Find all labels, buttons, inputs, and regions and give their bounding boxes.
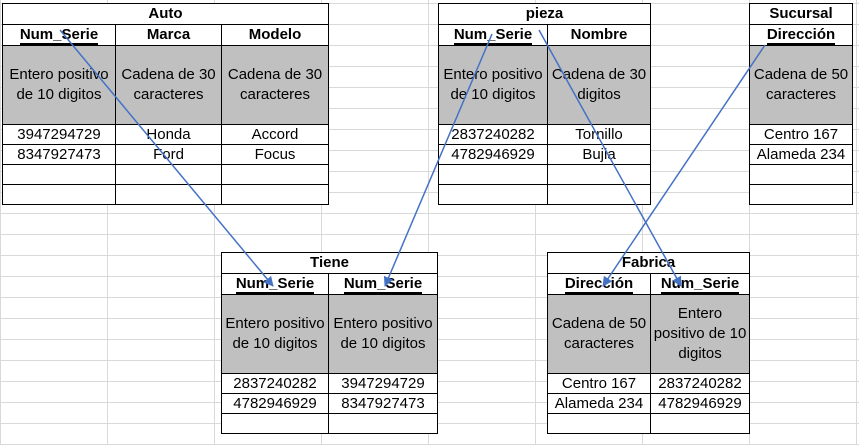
empty-cell [438,184,548,205]
empty-cell [749,164,853,185]
table-cell: 4782946929 [438,144,548,165]
empty-cell [115,164,222,185]
table-cell: 4782946929 [221,393,329,414]
table-pieza: pieza Num_Serie Nombre Entero positivo d… [437,3,652,205]
table-row [547,413,751,434]
column-header: Modelo [221,24,329,46]
table-row: Alameda 234 [749,144,853,165]
table-row: Centro 167 2837240282 [547,373,751,394]
table-cell: 3947294729 [328,373,438,394]
empty-cell [749,184,853,205]
table-cell: Tornillo [546,124,652,145]
table-title: Auto [2,3,329,25]
empty-cell [547,413,651,434]
type-cell: Cadena de 30 caracteres [221,45,329,125]
table-row: 2837240282 Tornillo [438,124,652,145]
table-title: Sucursal [749,3,853,25]
empty-cell [2,164,116,185]
column-header: Num_Serie [2,24,116,46]
empty-cell [546,164,652,185]
table-row: 2837240282 3947294729 [221,373,438,394]
table-row: Alameda 234 4782946929 [547,393,751,414]
column-header: Num_Serie [328,273,438,295]
table-cell: 2837240282 [438,124,548,145]
table-row [438,164,652,185]
table-row: 3947294729 Honda Accord [2,124,329,145]
table-cell: Accord [221,124,329,145]
empty-cell [221,164,329,185]
table-auto: Auto Num_Serie Marca Modelo Entero posit… [2,3,329,205]
table-cell: Honda [115,124,222,145]
table-cell: 2837240282 [221,373,329,394]
table-cell: Alameda 234 [547,393,651,414]
type-cell: Entero positivo de 10 digitos [649,294,751,374]
empty-cell [328,413,438,434]
column-header: Num_Serie [221,273,329,295]
empty-cell [649,413,751,434]
table-cell: Centro 167 [547,373,651,394]
empty-cell [2,184,116,205]
table-cell: 2837240282 [649,373,751,394]
table-fabrica: Fabrica Dirección Num_Serie Cadena de 50… [546,252,751,434]
table-cell: 3947294729 [2,124,116,145]
table-row: 4782946929 8347927473 [221,393,438,414]
table-row [2,184,329,205]
table-cell: Alameda 234 [749,144,853,165]
empty-cell [221,184,329,205]
type-cell: Entero positivo de 10 digitos [438,45,548,125]
table-row [2,164,329,185]
type-cell: Entero positivo de 10 digitos [2,45,116,125]
type-cell: Cadena de 30 caracteres [115,45,222,125]
empty-cell [438,164,548,185]
table-cell: 8347927473 [2,144,116,165]
empty-cell [546,184,652,205]
column-header: Dirección [547,273,651,295]
empty-cell [221,413,329,434]
table-cell: Bujia [546,144,652,165]
type-cell: Entero positivo de 10 digitos [221,294,329,374]
table-row [749,184,853,205]
empty-cell [115,184,222,205]
table-row: 8347927473 Ford Focus [2,144,329,165]
table-title: Fabrica [546,252,751,274]
type-cell: Entero positivo de 10 digitos [328,294,438,374]
table-row: 4782946929 Bujia [438,144,652,165]
table-title: Tiene [221,252,438,274]
column-header: Dirección [749,24,853,46]
column-header: Num_Serie [438,24,548,46]
column-header: Nombre [546,24,652,46]
table-title: pieza [437,3,652,25]
type-cell: Cadena de 30 digitos [546,45,652,125]
table-tiene: Tiene Num_Serie Num_Serie Entero positiv… [221,252,438,434]
type-cell: Cadena de 50 caracteres [547,294,651,374]
table-cell: 4782946929 [649,393,751,414]
column-header: Num_Serie [649,273,751,295]
table-cell: Ford [115,144,222,165]
table-cell: Centro 167 [749,124,853,145]
type-cell: Cadena de 50 caracteres [749,45,853,125]
table-row [221,413,438,434]
column-header: Marca [115,24,222,46]
table-cell: Focus [221,144,329,165]
table-sucursal: Sucursal Dirección Cadena de 50 caracter… [749,3,853,205]
table-row: Centro 167 [749,124,853,145]
table-row [438,184,652,205]
table-cell: 8347927473 [328,393,438,414]
table-row [749,164,853,185]
